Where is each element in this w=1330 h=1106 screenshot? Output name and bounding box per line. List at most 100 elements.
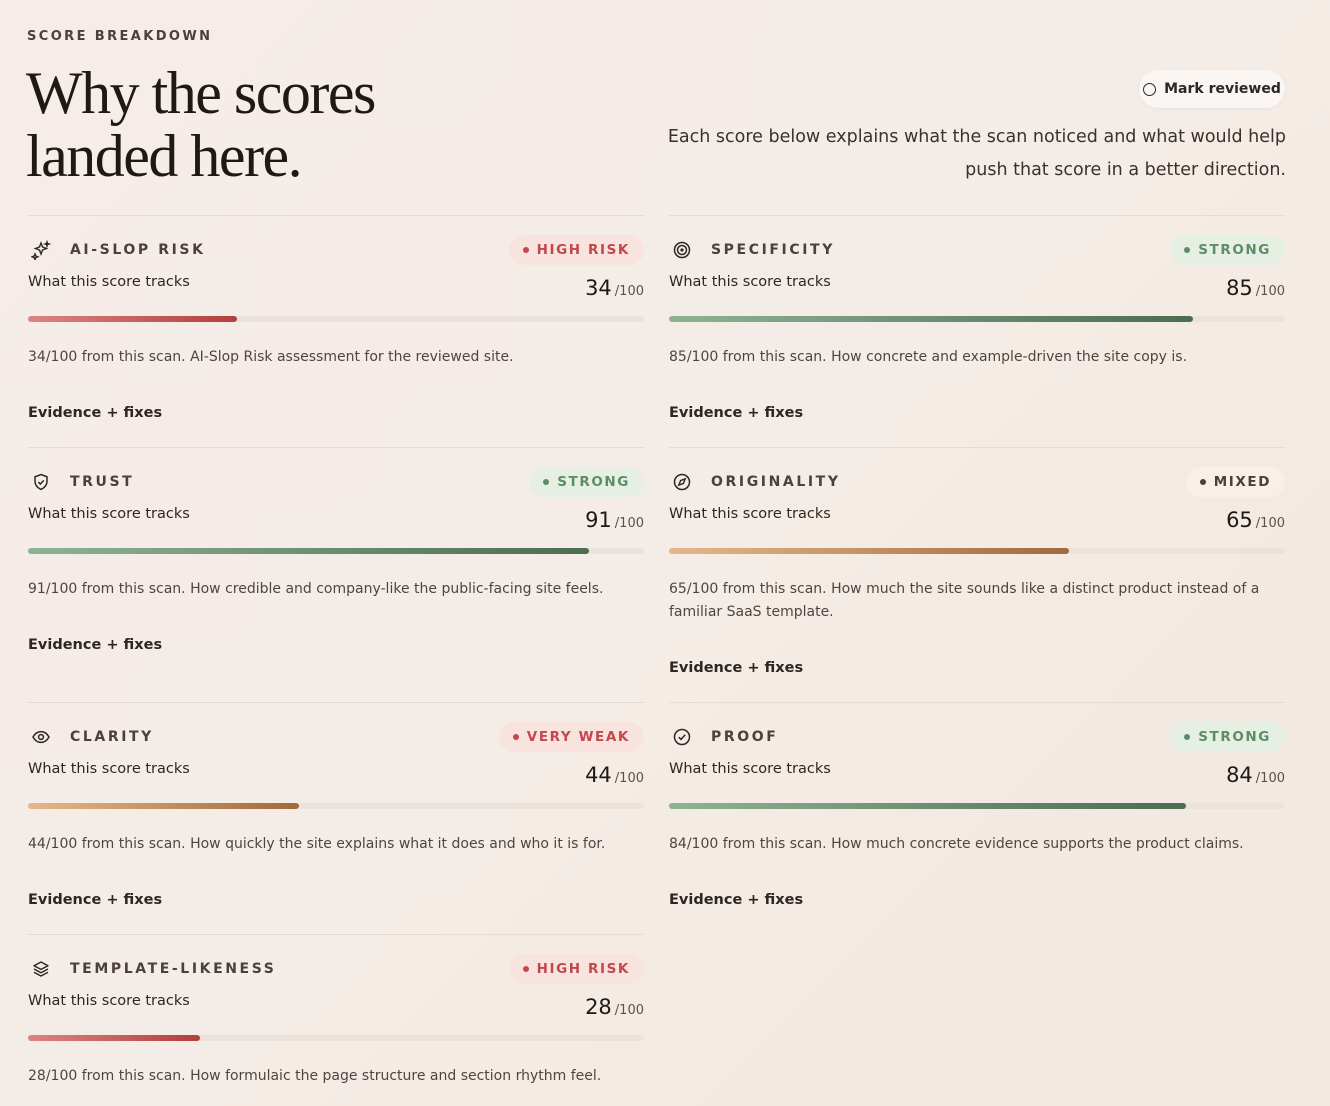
score: 28/100 bbox=[585, 995, 644, 1019]
score-suffix: /100 bbox=[614, 284, 644, 299]
score-value: 84 bbox=[1226, 763, 1253, 787]
status-dot bbox=[1184, 247, 1191, 253]
score-bar bbox=[28, 548, 589, 554]
evidence-toggle[interactable]: Evidence + fixes bbox=[28, 405, 163, 421]
card-name-row: PROOF bbox=[669, 724, 778, 750]
card-description: 84/100 from this scan. How much concrete… bbox=[669, 836, 1244, 852]
evidence-toggle[interactable]: Evidence + fixes bbox=[669, 405, 804, 421]
card-head: AI-SLOP RISK HIGH RISK bbox=[28, 234, 644, 266]
score-track bbox=[669, 316, 1285, 322]
score-track bbox=[28, 803, 644, 809]
evidence-toggle[interactable]: Evidence + fixes bbox=[669, 660, 804, 676]
mark-reviewed-button[interactable]: Mark reviewed bbox=[1139, 70, 1285, 108]
status-pill: STRONG bbox=[1170, 722, 1285, 752]
tracks-toggle[interactable]: What this score tracks bbox=[28, 274, 190, 290]
card-icon bbox=[669, 469, 695, 495]
status-dot bbox=[512, 734, 519, 740]
score-value: 34 bbox=[585, 276, 612, 300]
score-card: AI-SLOP RISK HIGH RISK What this score tra… bbox=[28, 215, 644, 447]
card-head: SPECIFICITY STRONG bbox=[669, 234, 1285, 266]
card-sub: What this score tracks 65/100 bbox=[669, 498, 1285, 532]
status-dot bbox=[522, 247, 529, 253]
score-value: 91 bbox=[585, 508, 612, 532]
card-name-row: ORIGINALITY bbox=[669, 469, 841, 495]
score-suffix: /100 bbox=[1255, 771, 1285, 786]
status-pill: HIGH RISK bbox=[508, 954, 644, 984]
card-name: TEMPLATE-LIKENESS bbox=[70, 961, 277, 977]
status-label: STRONG bbox=[1198, 242, 1271, 258]
card-sub: What this score tracks 34/100 bbox=[28, 266, 644, 300]
card-sub: What this score tracks 84/100 bbox=[669, 753, 1285, 787]
score-value: 28 bbox=[585, 995, 612, 1019]
status-pill: HIGH RISK bbox=[508, 235, 644, 265]
tracks-toggle[interactable]: What this score tracks bbox=[28, 506, 190, 522]
score-suffix: /100 bbox=[614, 1003, 644, 1018]
card-grid: AI-SLOP RISK HIGH RISK What this score tra… bbox=[28, 215, 1285, 1106]
tracks-toggle[interactable]: What this score tracks bbox=[28, 761, 190, 777]
score-bar bbox=[28, 1035, 201, 1041]
card-icon bbox=[669, 724, 695, 750]
score-bar bbox=[669, 803, 1187, 809]
card-description: 91/100 from this scan. How credible and … bbox=[28, 581, 604, 597]
tracks-toggle[interactable]: What this score tracks bbox=[669, 761, 831, 777]
status-pill: MIXED bbox=[1185, 467, 1285, 497]
card-head: PROOF STRONG bbox=[669, 721, 1285, 753]
evidence-toggle[interactable]: Evidence + fixes bbox=[669, 892, 804, 908]
card-sub: What this score tracks 44/100 bbox=[28, 753, 644, 787]
score-card: TRUST STRONG What this score tracks 91/100 9… bbox=[28, 447, 644, 702]
card-name: AI-SLOP RISK bbox=[70, 242, 206, 258]
score-suffix: /100 bbox=[614, 516, 644, 531]
button-label: Mark reviewed bbox=[1164, 81, 1281, 97]
score-bar bbox=[669, 316, 1193, 322]
card-name: CLARITY bbox=[70, 729, 154, 745]
score-bar bbox=[28, 803, 300, 809]
score: 34/100 bbox=[585, 276, 644, 300]
score-track bbox=[669, 548, 1285, 554]
card-icon bbox=[28, 469, 54, 495]
score-track bbox=[669, 803, 1285, 809]
evidence-toggle[interactable]: Evidence + fixes bbox=[28, 637, 163, 653]
score-suffix: /100 bbox=[1255, 284, 1285, 299]
card-name: TRUST bbox=[70, 474, 135, 490]
status-label: STRONG bbox=[557, 474, 630, 490]
score-value: 65 bbox=[1226, 508, 1253, 532]
score-suffix: /100 bbox=[1255, 516, 1285, 531]
card-head: TEMPLATE-LIKENESS HIGH RISK bbox=[28, 953, 644, 985]
status-pill: STRONG bbox=[529, 467, 644, 497]
score: 44/100 bbox=[585, 763, 644, 787]
status-dot bbox=[522, 966, 529, 972]
score-bar bbox=[669, 548, 1070, 554]
title-line: landed here. bbox=[26, 123, 303, 189]
card-icon bbox=[669, 237, 695, 263]
score-track bbox=[28, 548, 644, 554]
eyebrow: SCORE BREAKDOWN bbox=[27, 29, 213, 44]
score-value: 44 bbox=[585, 763, 612, 787]
card-icon bbox=[28, 237, 54, 263]
score-card: ORIGINALITY MIXED What this score tracks 65… bbox=[669, 447, 1285, 702]
status-dot bbox=[1184, 734, 1191, 740]
card-name: SPECIFICITY bbox=[711, 242, 835, 258]
score-track bbox=[28, 316, 644, 322]
status-label: HIGH RISK bbox=[536, 961, 630, 977]
status-label: VERY WEAK bbox=[526, 729, 630, 745]
card-name: PROOF bbox=[711, 729, 779, 745]
score: 65/100 bbox=[1226, 508, 1285, 532]
card-head: ORIGINALITY MIXED bbox=[669, 466, 1285, 498]
status-label: STRONG bbox=[1198, 729, 1271, 745]
card-name-row: CLARITY bbox=[28, 724, 154, 750]
card-description: 28/100 from this scan. How formulaic the… bbox=[28, 1068, 602, 1084]
description: Each score below explains what the scan … bbox=[667, 127, 1286, 180]
card-description: 34/100 from this scan. AI-Slop Risk asse… bbox=[28, 349, 514, 365]
tracks-toggle[interactable]: What this score tracks bbox=[28, 993, 190, 1009]
score-card: PROOF STRONG What this score tracks 84/100 8… bbox=[669, 702, 1285, 934]
tracks-toggle[interactable]: What this score tracks bbox=[669, 506, 831, 522]
evidence-toggle[interactable]: Evidence + fixes bbox=[28, 892, 163, 908]
card-sub: What this score tracks 85/100 bbox=[669, 266, 1285, 300]
card-name-row: SPECIFICITY bbox=[669, 237, 835, 263]
card-sub: What this score tracks 91/100 bbox=[28, 498, 644, 532]
title: Why the scores landed here. bbox=[26, 62, 376, 189]
tracks-toggle[interactable]: What this score tracks bbox=[669, 274, 831, 290]
card-description: 44/100 from this scan. How quickly the s… bbox=[28, 836, 606, 852]
card-icon bbox=[28, 724, 54, 750]
